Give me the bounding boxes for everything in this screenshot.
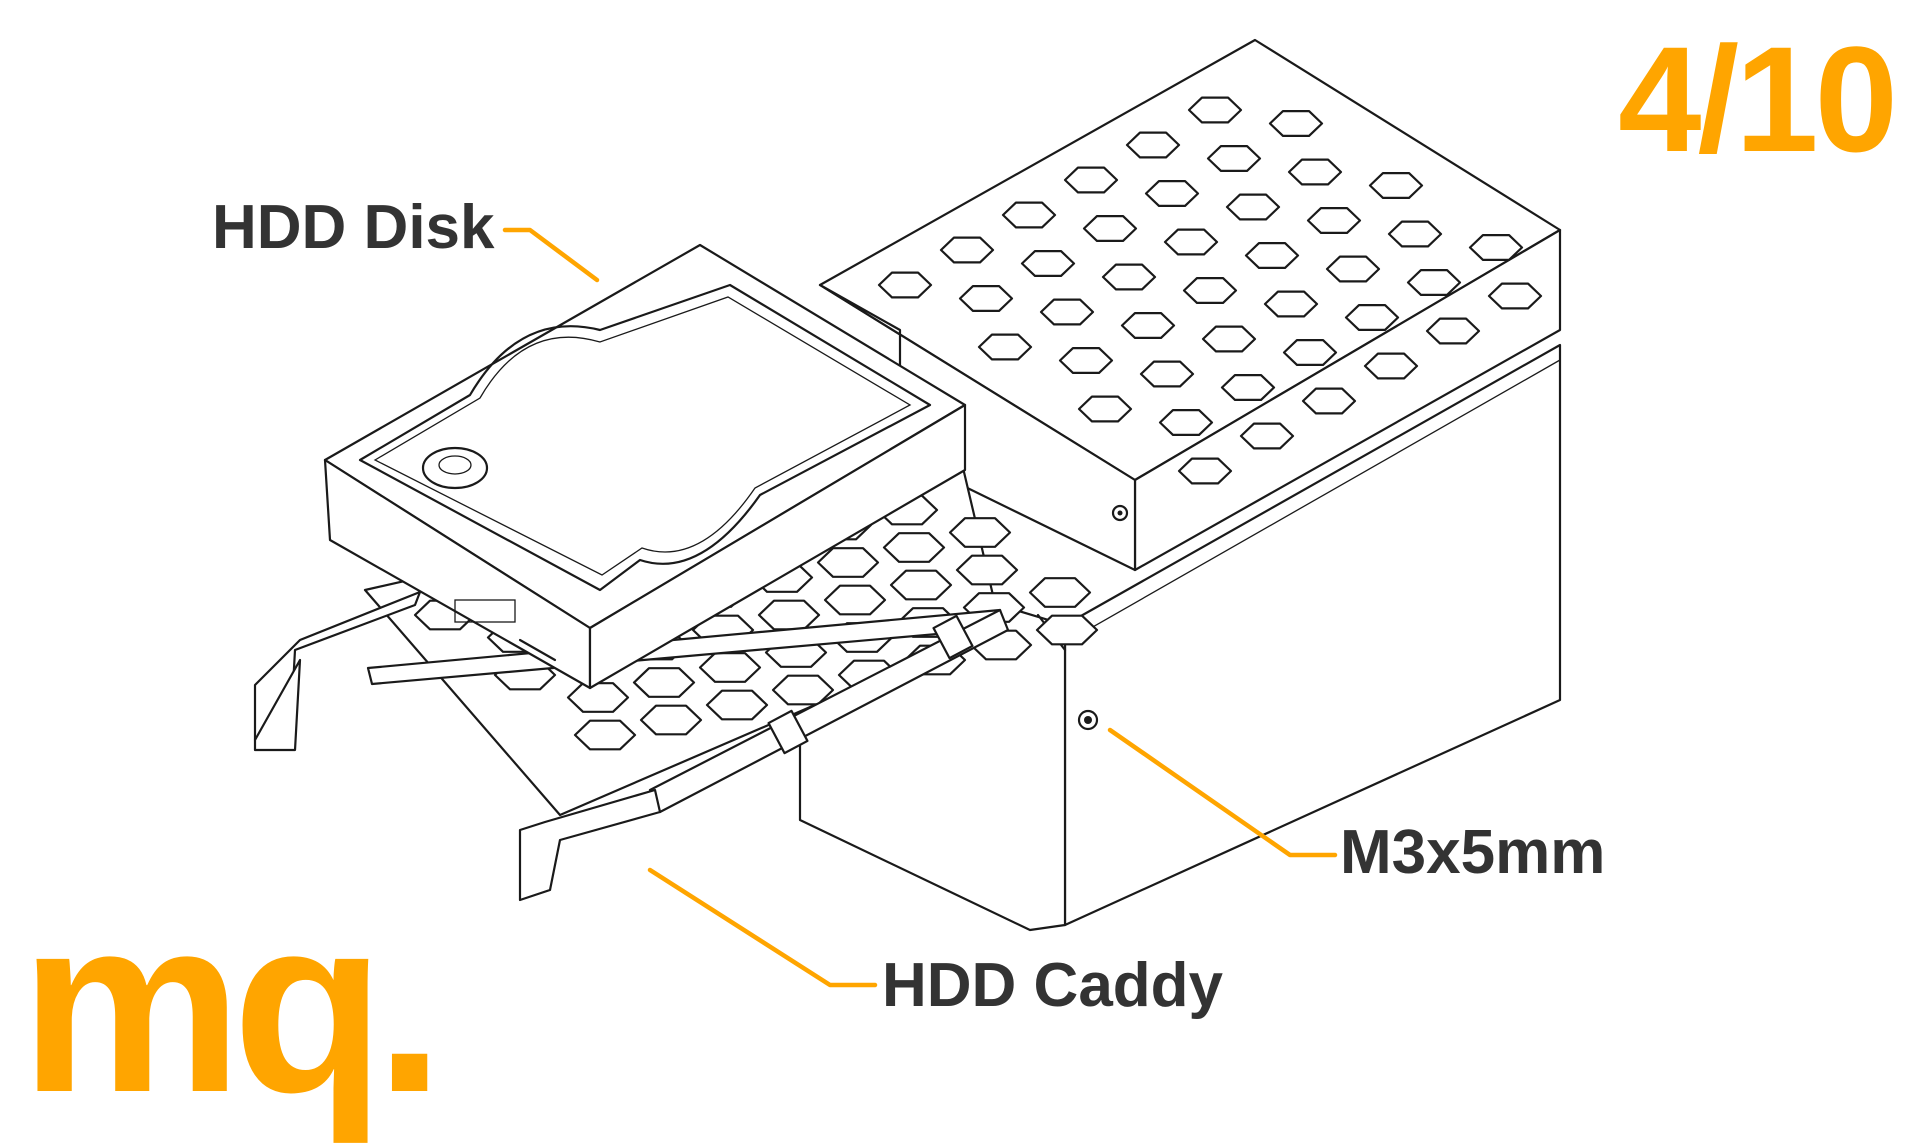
honeycomb-hole bbox=[1144, 180, 1200, 207]
hdd-disk-label: HDD Disk bbox=[212, 193, 495, 262]
honeycomb-hole bbox=[1182, 277, 1238, 304]
hdd-caddy-leader bbox=[647, 867, 878, 988]
honeycomb-hole bbox=[958, 285, 1014, 312]
honeycomb-lid bbox=[818, 38, 1562, 572]
honeycomb-hole bbox=[566, 682, 630, 713]
honeycomb-hole bbox=[1325, 255, 1381, 283]
honeycomb-hole bbox=[1101, 263, 1157, 291]
honeycomb-hole bbox=[757, 599, 821, 631]
honeycomb-hole bbox=[1177, 457, 1233, 485]
callout-leaders bbox=[502, 227, 1338, 988]
honeycomb-hole bbox=[877, 271, 933, 299]
honeycomb-hole bbox=[1077, 395, 1133, 423]
honeycomb-hole bbox=[1082, 215, 1138, 242]
honeycomb-hole bbox=[1282, 339, 1338, 366]
hdd-disk bbox=[323, 243, 967, 690]
honeycomb-hole bbox=[939, 236, 995, 264]
honeycomb-hole bbox=[1244, 242, 1300, 269]
honeycomb-hole bbox=[816, 547, 880, 578]
honeycomb-hole bbox=[977, 333, 1033, 361]
honeycomb-hole bbox=[1158, 409, 1214, 436]
honeycomb-hole bbox=[1206, 145, 1262, 172]
honeycomb-hole bbox=[1035, 614, 1099, 646]
honeycomb-hole bbox=[1425, 317, 1481, 345]
honeycomb-hole bbox=[1058, 347, 1114, 374]
honeycomb-hole bbox=[705, 689, 769, 721]
step-counter: 4/10 bbox=[1618, 15, 1898, 183]
brand-logo: mq. bbox=[20, 865, 444, 1144]
honeycomb-hole bbox=[1263, 290, 1319, 318]
hdd-caddy-label: HDD Caddy bbox=[882, 951, 1224, 1020]
honeycomb-hole bbox=[1220, 374, 1276, 401]
honeycomb-hole bbox=[1125, 131, 1181, 159]
honeycomb-hole bbox=[1028, 577, 1092, 608]
honeycomb-hole bbox=[955, 554, 1019, 586]
honeycomb-hole bbox=[1268, 109, 1324, 137]
honeycomb-hole bbox=[1239, 422, 1295, 450]
honeycomb-hole bbox=[1039, 298, 1095, 326]
honeycomb-hole bbox=[1063, 166, 1119, 194]
honeycomb-hole bbox=[1387, 220, 1443, 248]
hdd-disk-leader bbox=[502, 227, 600, 283]
screw-leader bbox=[1107, 727, 1338, 858]
honeycomb-hole bbox=[1368, 172, 1424, 199]
honeycomb-hole bbox=[1287, 158, 1343, 186]
honeycomb-hole bbox=[1020, 250, 1076, 277]
honeycomb-hole bbox=[1344, 304, 1400, 331]
honeycomb-hole bbox=[1001, 201, 1057, 229]
screw-label: M3x5mm bbox=[1340, 818, 1606, 887]
honeycomb-hole bbox=[1363, 352, 1419, 380]
honeycomb-hole bbox=[1406, 269, 1462, 296]
honeycomb-hole bbox=[1163, 228, 1219, 256]
honeycomb-hole bbox=[1120, 312, 1176, 339]
honeycomb-hole bbox=[573, 719, 637, 751]
honeycomb-hole bbox=[1225, 193, 1281, 221]
honeycomb-hole bbox=[698, 652, 762, 683]
honeycomb-hole bbox=[1139, 360, 1195, 388]
honeycomb-hole bbox=[639, 704, 703, 736]
screw bbox=[1077, 709, 1099, 731]
honeycomb-hole bbox=[1201, 325, 1257, 353]
honeycomb-hole bbox=[948, 517, 1012, 548]
honeycomb-hole bbox=[1468, 234, 1524, 261]
honeycomb-hole bbox=[1487, 282, 1543, 310]
honeycomb-hole bbox=[823, 584, 887, 616]
honeycomb-hole bbox=[632, 667, 696, 698]
honeycomb-hole bbox=[1301, 387, 1357, 415]
honeycomb-hole bbox=[889, 569, 953, 601]
honeycomb-hole bbox=[1187, 96, 1243, 124]
honeycomb-hole bbox=[1306, 207, 1362, 234]
honeycomb-hole bbox=[882, 532, 946, 563]
assembly-illustration bbox=[253, 38, 1562, 988]
